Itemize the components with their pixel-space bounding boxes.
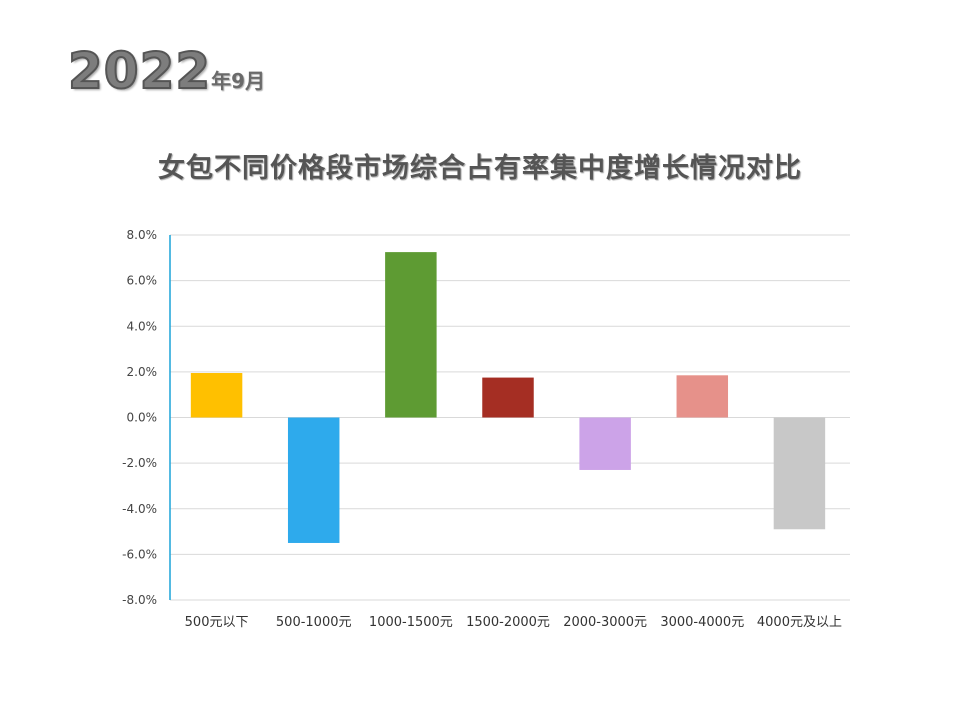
bar — [773, 417, 826, 530]
chart-title: 女包不同价格段市场综合占有率集中度增长情况对比 — [158, 153, 802, 184]
category-label: 4000元及以上 — [757, 615, 842, 630]
category-label: 1000-1500元 — [369, 615, 453, 630]
report-month: 年9月 — [211, 69, 266, 93]
report-date: 2022年9月 — [67, 41, 266, 101]
y-tick-label: -8.0% — [122, 593, 157, 607]
bar — [482, 377, 534, 418]
report-year: 2022 — [67, 41, 212, 101]
y-tick-label: 8.0% — [127, 228, 158, 242]
bar — [676, 375, 729, 418]
y-tick-label: -2.0% — [122, 456, 157, 470]
category-label: 2000-3000元 — [563, 615, 647, 630]
category-label: 3000-4000元 — [660, 615, 744, 630]
bar — [287, 417, 340, 543]
y-tick-labels: 8.0% 6.0% 4.0% 2.0% 0.0% -2.0% -4.0% -6.0% -8.0% — [122, 228, 157, 607]
category-label: 500-1000元 — [276, 615, 352, 630]
y-tick-label: -4.0% — [122, 502, 157, 516]
bar — [190, 373, 243, 418]
y-tick-label: -6.0% — [122, 547, 157, 561]
y-tick-label: 4.0% — [127, 319, 158, 333]
bar — [385, 252, 437, 418]
bar — [579, 417, 631, 470]
category-label: 1500-2000元 — [466, 615, 550, 630]
bars — [190, 252, 826, 543]
category-label: 500元以下 — [185, 615, 249, 630]
category-labels: 500元以下 500-1000元 1000-1500元 1500-2000元 2000-… — [185, 615, 842, 630]
y-tick-label: 6.0% — [127, 274, 158, 288]
y-tick-label: 2.0% — [127, 365, 158, 379]
y-tick-label: 0.0% — [127, 411, 158, 425]
